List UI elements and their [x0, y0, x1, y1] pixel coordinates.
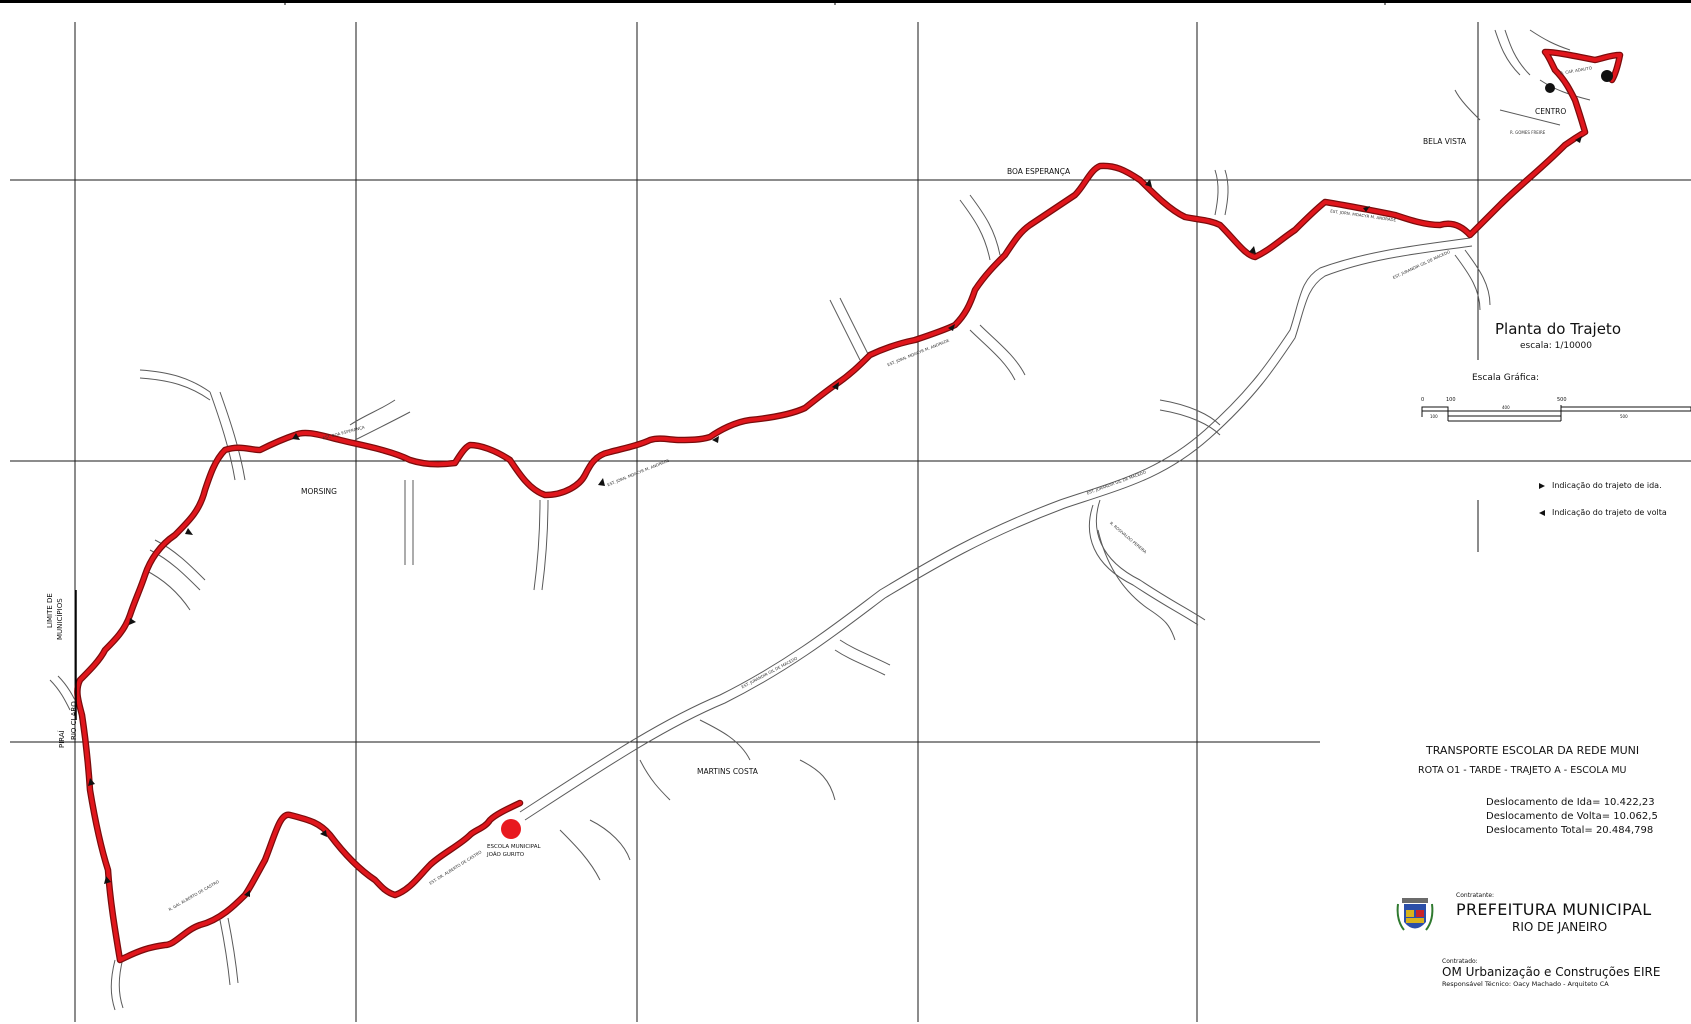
route-arrow-icon [104, 876, 111, 884]
scale-tick: 100 [1446, 397, 1456, 403]
route-arrow-icon [129, 618, 136, 625]
school-marker [501, 819, 521, 839]
street-label: R. GOMES FREIRE [1510, 130, 1546, 135]
legend-outbound: Indicação do trajeto de ida. [1552, 481, 1662, 490]
route-arrow-icon [1145, 179, 1152, 187]
contratado-label: Contratado: [1442, 958, 1478, 965]
school-label: ESCOLA MUNICIPAL JOÃO GURITO [487, 843, 541, 859]
route-arrow-icon [1575, 136, 1582, 143]
boundary-label-line2: MUNICÍPIOS [56, 598, 64, 640]
project-heading: TRANSPORTE ESCOLAR DA REDE MUNI [1426, 744, 1640, 757]
route-arrow-icon [185, 528, 193, 535]
top-border [0, 0, 1691, 3]
neighborhood-morsing: MORSING [301, 487, 337, 496]
route-arrow-icon [832, 382, 839, 390]
route-arrow-icon [948, 324, 955, 331]
neighborhood-centro: CENTRO [1535, 107, 1567, 116]
scale-tick: 500 [1620, 414, 1628, 419]
outbound-distance: Deslocamento de Ida= 10.422,23 [1486, 797, 1655, 808]
route-arrow-icon [292, 433, 300, 440]
return-arrow-icon [1539, 510, 1545, 516]
scale-tick: 500 [1557, 397, 1567, 403]
contratante-city: RIO DE JANEIRO [1512, 920, 1608, 934]
landmark-marker [1545, 83, 1555, 93]
route-arrow-icon [1363, 206, 1370, 212]
route-line [75, 50, 1622, 962]
route-arrow-icon [88, 778, 95, 786]
school-label-line2: JOÃO GURITO [487, 852, 525, 858]
route-description: ROTA O1 - TARDE - TRAJETO A - ESCOLA MU [1418, 765, 1627, 776]
route-outline [74, 48, 1624, 964]
route-arrow-icon [1249, 246, 1256, 254]
neighborhood-boa-esperanca: BOA ESPERANÇA [1007, 167, 1071, 176]
graphic-scale-label: Escala Gráfica: [1472, 373, 1540, 383]
map-scale-text: escala: 1/10000 [1520, 341, 1592, 351]
school-label-line1: ESCOLA MUNICIPAL [487, 844, 541, 850]
route-arrow-icon [320, 830, 327, 837]
coordinate-grid [10, 22, 1691, 1022]
scale-tick: 100 [1430, 414, 1438, 419]
road-network [49, 29, 1591, 1011]
boundary-label-line1: LIMITE DE [46, 593, 54, 628]
boundary-left-municipality: PIRAÍ [58, 730, 66, 748]
neighborhood-bela-vista: BELA VISTA [1423, 137, 1466, 146]
total-distance: Deslocamento Total= 20.484,798 [1486, 825, 1654, 836]
terminal-marker [1601, 70, 1613, 82]
boundary-right-municipality: RIO CLARO [70, 701, 78, 740]
map-title: Planta do Trajeto [1495, 320, 1621, 338]
scale-tick: 0 [1421, 397, 1425, 403]
contratante-label: Contratante: [1456, 892, 1495, 899]
graphic-scale-bar [1421, 405, 1691, 422]
outbound-arrow-icon [1539, 483, 1545, 489]
direction-arrows [88, 136, 1582, 897]
return-distance: Deslocamento de Volta= 10.062,5 [1486, 811, 1658, 822]
contratado-name: OM Urbanização e Construções EIRE [1442, 965, 1661, 979]
legend-return: Indicação do trajeto de volta [1552, 508, 1667, 517]
school-route [74, 48, 1624, 964]
coat-of-arms-icon [1396, 898, 1434, 931]
route-arrow-icon [598, 478, 605, 486]
route-arrow-icon [244, 890, 250, 897]
route-arrow-icon [712, 436, 719, 443]
responsible-technician: Responsável Técnico: Oacy Machado - Arqu… [1442, 980, 1609, 988]
contratante-name: PREFEITURA MUNICIPAL [1456, 900, 1652, 919]
neighborhood-martins-costa: MARTINS COSTA [697, 767, 758, 776]
scale-tick: 400 [1502, 405, 1510, 410]
